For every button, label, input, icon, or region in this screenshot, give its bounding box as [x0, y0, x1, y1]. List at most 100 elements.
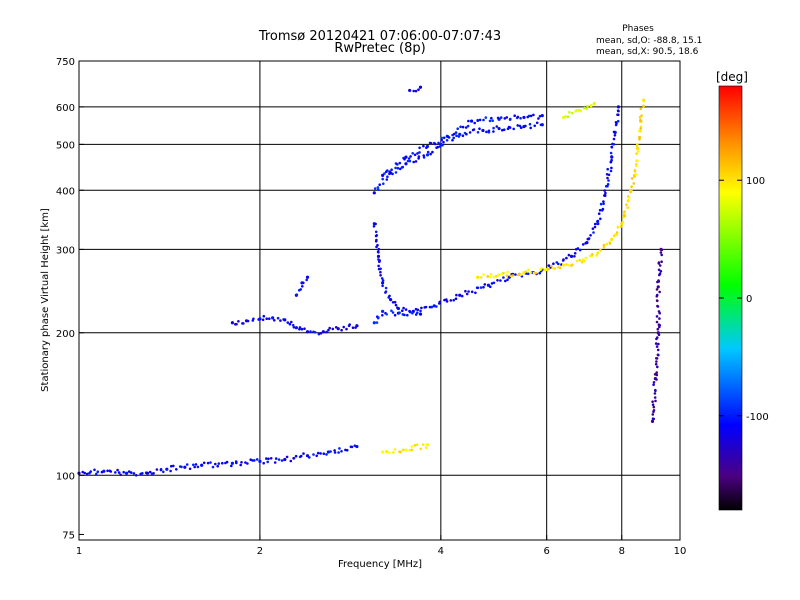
data-point-dense [538, 114, 542, 118]
data-point-dense [627, 196, 631, 199]
data-point-dense [465, 132, 468, 136]
data-point-dense [255, 458, 259, 461]
data-point-dense [655, 315, 659, 318]
plot-frame [78, 60, 681, 541]
data-point [230, 461, 235, 465]
data-point [432, 304, 436, 308]
data-point-dense [640, 114, 643, 117]
data-point-dense [534, 271, 537, 275]
data-point [380, 173, 385, 177]
data-point [596, 222, 600, 226]
data-point-dense [565, 263, 568, 266]
data-point-dense [418, 151, 421, 154]
data-point-dense [407, 157, 411, 160]
data-point-dense [429, 142, 433, 145]
data-point-dense [286, 321, 290, 324]
data-point [596, 251, 600, 255]
data-point-dense [211, 465, 215, 469]
data-point-dense [570, 111, 574, 115]
data-point-dense [556, 266, 560, 269]
data-point-dense [322, 452, 326, 456]
data-point-dense [460, 294, 464, 298]
data-point-dense [403, 313, 406, 317]
data-point-dense [308, 456, 311, 459]
data-point-dense [599, 202, 603, 206]
y-tick-label: 75 [62, 530, 75, 541]
data-point-dense [338, 447, 341, 450]
data-point-dense [496, 279, 499, 282]
data-point-dense [585, 107, 589, 111]
data-point [380, 281, 385, 285]
data-point-dense [436, 145, 440, 149]
data-point-dense [597, 212, 601, 215]
data-point-dense [596, 219, 600, 223]
data-point-dense [464, 289, 467, 293]
data-point-dense [313, 331, 317, 334]
data-point-dense [379, 267, 382, 271]
data-point-dense [601, 207, 605, 211]
data-point [230, 321, 235, 325]
data-point [124, 471, 129, 475]
data-point-dense [119, 473, 122, 477]
data-point-dense [454, 297, 458, 301]
data-point-dense [106, 469, 109, 473]
data-point-dense [413, 153, 417, 157]
data-point-dense [524, 124, 527, 128]
data-point-dense [398, 167, 402, 171]
x-tick-label: 4 [438, 546, 444, 557]
data-point-dense [122, 470, 125, 474]
data-point-dense [658, 290, 661, 294]
data-point-dense [116, 468, 119, 472]
data-point [380, 450, 385, 454]
data-point-dense [424, 446, 428, 450]
data-point-dense [652, 383, 655, 387]
data-point-dense [526, 272, 530, 276]
data-point-dense [378, 260, 381, 264]
data-point-dense [621, 220, 625, 224]
data-point [626, 199, 630, 203]
data-point-dense [214, 462, 217, 466]
chart-title: Tromsø 20120421 07:06:00-07:07:43 [258, 29, 501, 44]
data-point-dense [109, 470, 113, 473]
data-point-dense [251, 459, 254, 462]
data-point-dense [235, 322, 238, 326]
data-point-dense [445, 139, 449, 142]
data-point-dense [340, 450, 343, 453]
data-point [569, 254, 574, 258]
data-point-dense [377, 247, 381, 251]
data-point-dense [483, 283, 487, 286]
data-point [145, 471, 150, 475]
data-point-dense [242, 322, 245, 325]
data-point-dense [345, 327, 348, 331]
chart-subtitle: RwPretec (8p) [334, 41, 425, 56]
data-point-dense [401, 448, 405, 452]
data-point-dense [411, 152, 415, 155]
data-point-dense [520, 273, 523, 276]
data-point-dense [419, 309, 422, 313]
data-point-dense [606, 183, 610, 186]
y-tick-label: 400 [56, 186, 75, 197]
data-point-dense [467, 119, 470, 123]
data-point-dense [240, 461, 243, 464]
data-point-dense [312, 453, 315, 456]
data-point-dense [290, 320, 293, 324]
data-point [540, 123, 544, 127]
data-point-dense [377, 188, 380, 191]
data-point-dense [573, 254, 576, 258]
data-point-dense [269, 457, 273, 460]
data-point-dense [566, 115, 570, 119]
data-point-dense [606, 167, 609, 171]
data-point-dense [410, 448, 414, 452]
data-point-dense [265, 457, 268, 460]
data-point [458, 293, 462, 297]
data-point [271, 316, 275, 320]
data-point-dense [654, 389, 657, 393]
data-point-dense [406, 159, 410, 163]
data-point-dense [396, 163, 399, 166]
data-point-dense [418, 146, 421, 150]
data-point-dense [416, 308, 420, 312]
data-point-dense [305, 278, 309, 282]
data-point-dense [392, 451, 395, 454]
data-point-dense [81, 470, 84, 474]
data-point-dense [381, 284, 384, 288]
